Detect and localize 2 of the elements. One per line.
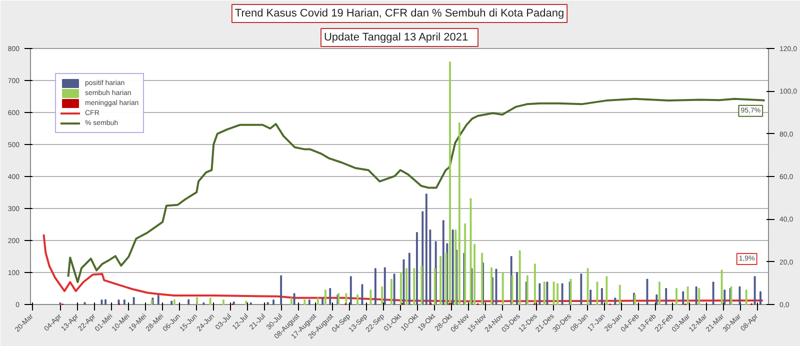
chart-title: Trend Kasus Covid 19 Harian, CFR dan % Sembuh di Kota Padang [234, 8, 564, 20]
chart-subtitle: Update Tanggal 13 April 2021 [324, 32, 468, 44]
